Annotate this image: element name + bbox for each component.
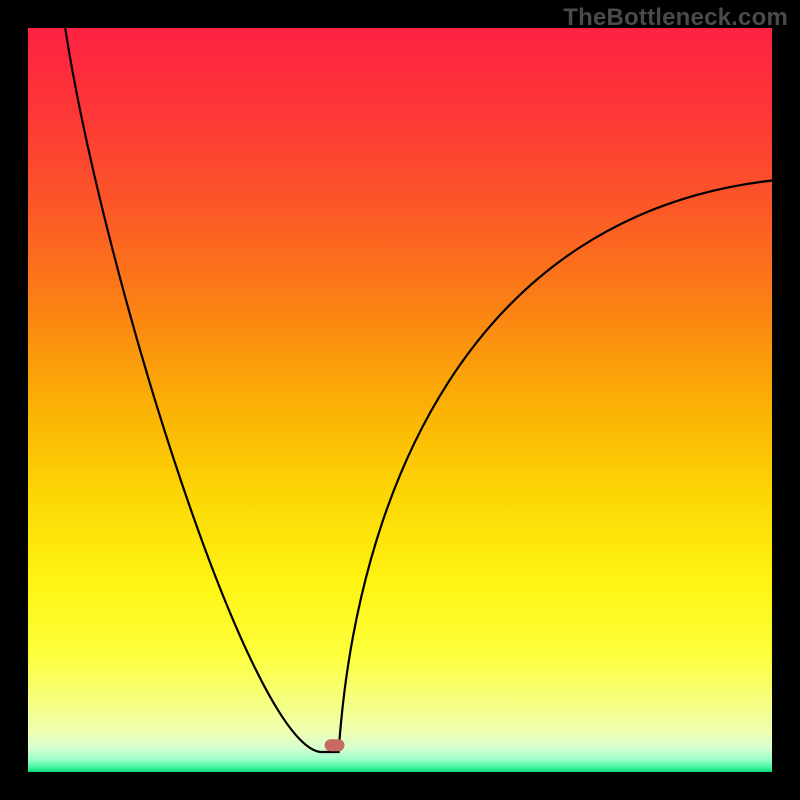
plot-area: [28, 28, 772, 772]
chart-stage: TheBottleneck.com: [0, 0, 800, 800]
optimum-marker: [325, 739, 345, 751]
watermark-text: TheBottleneck.com: [563, 4, 788, 32]
bottleneck-chart: [0, 0, 800, 800]
